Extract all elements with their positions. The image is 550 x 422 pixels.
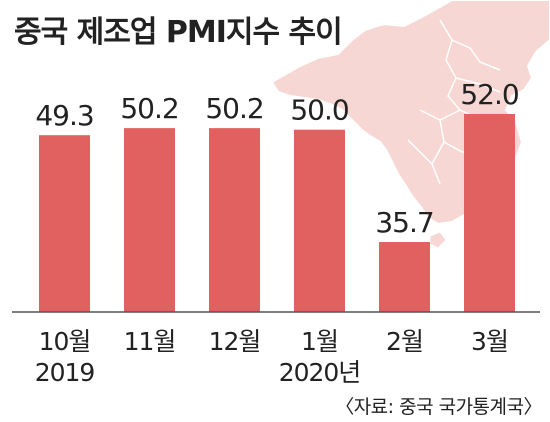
bar-3 <box>209 128 260 312</box>
bar-1 <box>39 135 90 312</box>
tick-label-1: 10월 <box>39 327 91 356</box>
bar-5 <box>379 242 430 312</box>
source-note: 〈자료: 중국 국가통계국〉 <box>335 396 542 418</box>
tick-labels-group: 10월 11월 12월 1월 2월 3월 <box>39 327 509 356</box>
tick-label-4: 1월 <box>301 327 338 356</box>
value-label-5: 35.7 <box>375 206 433 239</box>
bar-2 <box>124 128 175 312</box>
value-label-1: 49.3 <box>35 99 93 132</box>
map-province-line <box>407 19 501 185</box>
value-labels-group: 49.3 50.2 50.2 50.0 35.7 52.0 <box>35 78 519 239</box>
bars-group <box>39 114 515 312</box>
year-label-4: 2020년 <box>279 358 361 387</box>
bar-4 <box>294 129 345 312</box>
chart-title: 중국 제조업 PMI지수 추이 <box>14 15 342 50</box>
bar-6 <box>464 114 515 312</box>
tick-label-6: 3월 <box>471 327 508 356</box>
value-label-4: 50.0 <box>290 94 348 127</box>
tick-label-5: 2월 <box>386 327 423 356</box>
tick-label-2: 11월 <box>124 327 176 356</box>
value-label-2: 50.2 <box>120 92 178 125</box>
value-label-3: 50.2 <box>205 92 263 125</box>
year-label-1: 2019 <box>35 358 95 387</box>
tick-label-3: 12월 <box>209 327 261 356</box>
value-label-6: 52.0 <box>460 78 518 111</box>
year-labels-group: 2019 2020년 <box>35 358 362 387</box>
